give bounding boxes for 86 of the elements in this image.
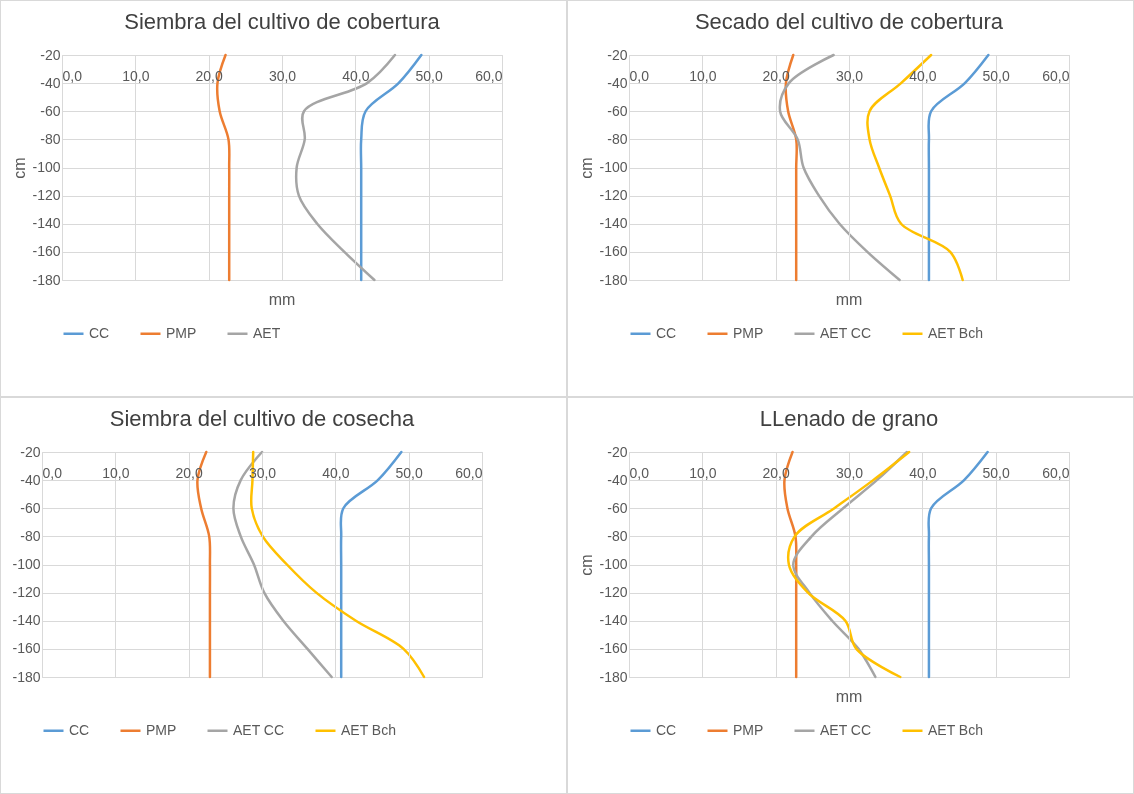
y-tick-label: -160: [599, 243, 628, 260]
y-tick-label: -60: [607, 102, 628, 119]
y-tick-label: -160: [32, 243, 61, 260]
x-tick-label: 30,0: [835, 464, 864, 481]
y-tick-label: -20: [607, 46, 628, 63]
y-tick-label: -100: [12, 556, 41, 572]
y-tick-label: -40: [20, 471, 41, 488]
y-tick-label: -60: [607, 499, 628, 516]
legend-label: CC: [656, 324, 677, 341]
legend-label: AET Bch: [928, 721, 983, 738]
x-tick-label: 40,0: [342, 67, 370, 84]
x-axis-title: mm: [268, 291, 296, 308]
legend-label: AET CC: [820, 324, 872, 341]
chart-title: Secado del cultivo de cobertura: [694, 9, 1004, 34]
y-tick-label: -120: [599, 187, 628, 204]
x-tick-label: 0,0: [42, 464, 63, 481]
x-tick-label: 0,0: [629, 67, 650, 84]
x-tick-label: 60,0: [455, 464, 483, 481]
legend-label: AET Bch: [341, 721, 396, 738]
x-tick-label: 10,0: [689, 67, 717, 84]
chart-title: LLenado de grano: [759, 406, 939, 431]
chart-title: Siembra del cultivo de cosecha: [109, 406, 416, 431]
x-tick-label: 50,0: [982, 67, 1010, 84]
y-tick-label: -120: [599, 584, 628, 601]
y-tick-label: -80: [607, 527, 628, 544]
y-tick-label: -140: [599, 215, 628, 232]
y-tick-label: -100: [599, 159, 628, 175]
y-tick-label: -40: [607, 471, 628, 488]
y-tick-label: -160: [599, 640, 628, 657]
legend-label: PMP: [166, 324, 197, 341]
legend-label: CC: [69, 721, 90, 738]
x-tick-label: 30,0: [268, 67, 297, 84]
x-axis-title: mm: [835, 291, 863, 308]
y-tick-label: -60: [20, 499, 41, 516]
y-tick-label: -180: [599, 271, 628, 288]
legend-label: AET CC: [820, 721, 872, 738]
y-axis-title: cm: [578, 157, 596, 179]
line-series: [249, 450, 426, 679]
y-tick-label: -20: [20, 443, 41, 460]
y-tick-label: -20: [40, 46, 61, 63]
legend-label: CC: [656, 721, 677, 738]
y-tick-label: -140: [599, 612, 628, 629]
x-tick-label: 30,0: [835, 67, 864, 84]
x-tick-label: 50,0: [982, 464, 1010, 481]
y-tick-label: -80: [607, 130, 628, 147]
legend-label: CC: [89, 324, 110, 341]
x-tick-label: 0,0: [62, 67, 83, 84]
y-tick-label: -140: [32, 215, 61, 232]
y-tick-label: -40: [607, 74, 628, 91]
line-series: [294, 53, 397, 282]
chart-title: Siembra del cultivo de cobertura: [124, 9, 441, 34]
legend-label: AET: [253, 324, 281, 341]
legend-label: PMP: [733, 721, 764, 738]
x-axis-title: mm: [835, 688, 863, 705]
y-tick-label: -120: [32, 187, 61, 204]
y-axis-title: cm: [11, 157, 29, 179]
x-tick-label: 40,0: [909, 464, 937, 481]
y-tick-label: -40: [40, 74, 61, 91]
x-tick-label: 60,0: [1042, 67, 1070, 84]
y-tick-label: -80: [40, 130, 61, 147]
legend-label: PMP: [733, 324, 764, 341]
x-tick-label: 50,0: [415, 67, 443, 84]
x-tick-label: 40,0: [322, 464, 350, 481]
y-tick-label: -180: [599, 668, 628, 685]
y-tick-label: -80: [20, 527, 41, 544]
x-tick-label: 60,0: [1042, 464, 1070, 481]
y-tick-label: -120: [12, 584, 41, 601]
y-tick-label: -180: [12, 668, 41, 685]
x-tick-label: 10,0: [102, 464, 130, 481]
x-tick-label: 50,0: [395, 464, 423, 481]
y-axis-title: cm: [578, 554, 596, 576]
y-tick-label: -100: [32, 159, 61, 175]
x-tick-label: 0,0: [629, 464, 650, 481]
legend-label: AET CC: [233, 721, 285, 738]
x-tick-label: 60,0: [475, 67, 503, 84]
legend-label: PMP: [146, 721, 177, 738]
y-tick-label: -180: [32, 271, 61, 288]
y-tick-label: -160: [12, 640, 41, 657]
legend-label: AET Bch: [928, 324, 983, 341]
y-tick-label: -100: [599, 556, 628, 572]
y-tick-label: -140: [12, 612, 41, 629]
x-tick-label: 10,0: [122, 67, 150, 84]
x-tick-label: 10,0: [689, 464, 717, 481]
x-tick-label: 40,0: [909, 67, 937, 84]
y-tick-label: -60: [40, 102, 61, 119]
y-tick-label: -20: [607, 443, 628, 460]
